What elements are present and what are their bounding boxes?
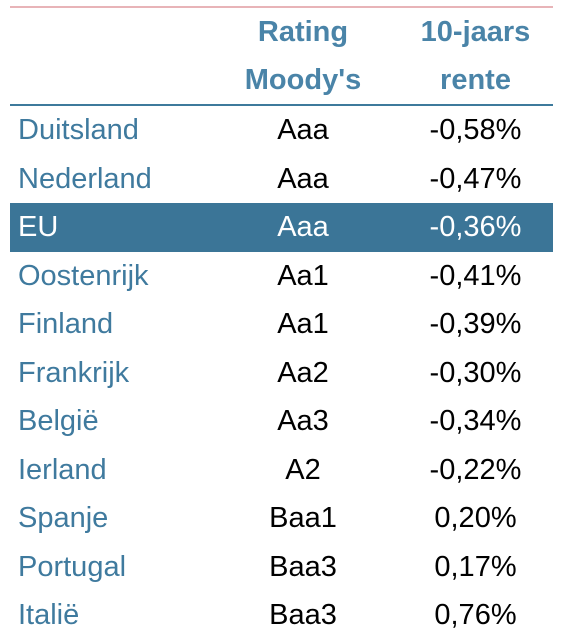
rating-header-line2: Moody's [244,64,362,96]
rating-cell: Aa2 [277,356,329,389]
rating-cell: Aa3 [277,405,329,438]
rate-header-line1: 10-jaars [420,16,531,48]
country-cell: Ierland [18,453,107,486]
rating-cell: Aaa [208,203,398,252]
rating-cell: Aaa [277,114,329,147]
table-header-row: Rating Moody's 10-jaars rente [10,8,553,106]
rate-cell: -0,47% [429,162,522,195]
rating-cell: Baa1 [269,502,337,535]
rate-cell: -0,58% [429,114,522,147]
table-row: België Aa3 -0,34% [10,397,553,446]
table-row: Oostenrijk Aa1 -0,41% [10,252,553,301]
rate-cell: 0,20% [434,502,517,535]
country-cell: Spanje [18,502,109,535]
country-cell: Finland [18,308,114,341]
rate-header-line2: rente [440,64,511,96]
rating-cell: Aa1 [277,308,329,341]
rating-column-header: Rating Moody's [208,8,398,106]
rate-cell: 0,17% [434,550,517,583]
country-cell: Italië [18,599,80,632]
country-cell: Portugal [18,550,127,583]
rate-cell: -0,34% [429,405,522,438]
rating-rate-table: Rating Moody's 10-jaars rente Duitsland … [10,8,553,640]
rate-cell: -0,30% [429,356,522,389]
rate-cell: 0,76% [434,599,517,632]
rate-column-header: 10-jaars rente [398,8,553,106]
table-row: Ierland A2 -0,22% [10,446,553,495]
country-column-header [10,8,208,106]
rating-cell: Aaa [277,162,329,195]
rating-cell: A2 [285,453,321,486]
table-row: Finland Aa1 -0,39% [10,300,553,349]
table-row: Portugal Baa3 0,17% [10,543,553,592]
rate-cell: -0,22% [429,453,522,486]
table-row: Nederland Aaa -0,47% [10,155,553,204]
rating-cell: Baa3 [269,599,337,632]
country-cell: EU [10,203,208,252]
rate-cell: -0,36% [398,203,553,252]
country-cell: Duitsland [18,114,139,147]
rate-cell: -0,41% [429,259,522,292]
table-row: Duitsland Aaa -0,58% [10,105,553,155]
rating-header-line1: Rating [257,16,349,48]
rate-cell: -0,39% [429,308,522,341]
rating-cell: Baa3 [269,550,337,583]
table-row-highlighted: EU Aaa -0,36% [10,203,553,252]
table-row: Spanje Baa1 0,20% [10,494,553,543]
table-row: Frankrijk Aa2 -0,30% [10,349,553,398]
rating-cell: Aa1 [277,259,329,292]
country-cell: Oostenrijk [18,259,149,292]
top-rule [10,6,553,8]
country-cell: Frankrijk [18,356,130,389]
country-cell: België [18,405,99,438]
table-row: Italië Baa3 0,76% [10,591,553,640]
country-cell: Nederland [18,162,152,195]
